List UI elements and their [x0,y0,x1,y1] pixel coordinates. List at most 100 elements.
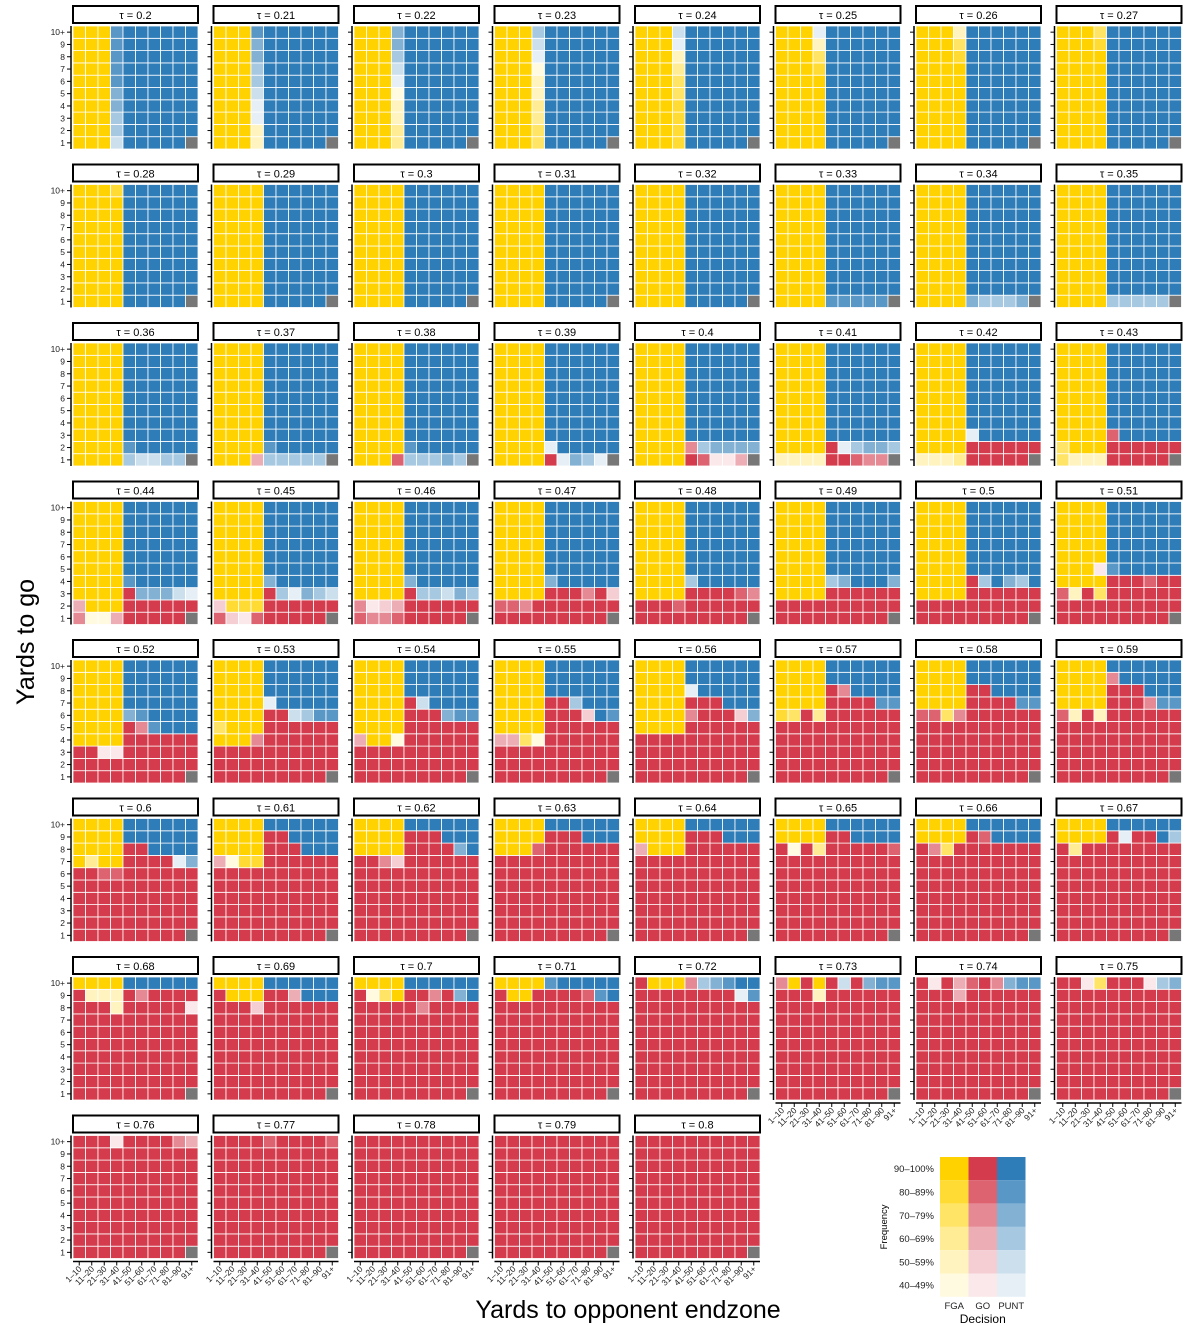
heat-cell [556,111,570,125]
heat-cell [466,25,480,39]
heat-cell [684,196,698,210]
heat-cell [862,74,876,88]
heat-cell [110,440,124,455]
panel-0.3: τ = 0.3 [348,163,480,308]
heat-cell [825,770,839,784]
heat-cell [494,684,508,698]
panel-0.21: τ = 0.21 [207,5,340,150]
heat-cell [800,294,814,308]
heat-cell [569,342,583,356]
y-axis [207,818,213,942]
heat-cell [684,220,698,235]
heat-cell [887,708,901,722]
heat-cell [122,391,136,405]
heat-cell [747,245,761,259]
heat-cell [366,184,380,198]
heat-cell [172,404,186,418]
heat-cell [250,684,264,698]
heat-cell [135,501,149,515]
heat-cell [391,25,405,39]
heat-cell [453,671,467,685]
heat-cell [825,367,839,381]
heat-cell [556,184,570,198]
heat-cell [544,25,558,39]
heat-cell [800,50,814,64]
heat-cell [1131,770,1145,784]
heat-cell [544,428,558,442]
heat-cell [862,87,876,101]
heat-cell [325,62,339,76]
heat-cell [569,184,583,198]
heat-cell [275,916,289,930]
heat-cell [1015,391,1029,405]
heat-cell [581,208,595,222]
heat-cell [887,501,901,515]
heat-cell [775,501,789,515]
heat-cell [97,111,111,125]
heat-cell [453,220,467,235]
heat-cell [519,684,533,698]
heat-cell [594,50,608,64]
heat-cell [978,574,992,588]
heat-cell [787,25,801,39]
heat-cell [416,758,430,772]
heat-cell [225,770,239,784]
heat-cell [325,599,339,613]
heat-cell [391,124,405,138]
heat-cell [787,770,801,784]
heat-cell [1156,50,1170,64]
heat-cell [850,99,864,113]
heat-cell [172,367,186,381]
heat-cell [453,562,467,576]
heat-cell [709,184,723,198]
heat-cell [172,708,186,722]
heat-cell [647,233,661,247]
heat-cell [250,867,264,881]
heat-cell [594,416,608,430]
heat-cell [1143,294,1157,308]
heat-cell [416,367,430,381]
heat-cell [775,416,789,430]
heat-cell [300,257,314,271]
heat-cell [353,745,367,759]
heat-cell [263,745,277,759]
heat-cell [275,855,289,869]
heat-cell [709,758,723,772]
heat-cell [122,501,136,515]
heat-cell [1068,184,1082,198]
panel-0.45: τ = 0.45 [207,480,340,625]
heat-cell [1093,111,1107,125]
heat-cell [353,99,367,113]
heat-cell [172,354,186,368]
heat-cell [147,830,161,844]
heat-cell [734,196,748,210]
heat-cell [672,758,686,772]
heat-cell [378,74,392,88]
heat-cell [135,611,149,625]
heat-cell [263,87,277,101]
heat-cell [928,87,942,101]
heat-cell [684,74,698,88]
heat-cell [391,671,405,685]
heat-cell [135,916,149,930]
heat-cell [1168,111,1182,125]
heat-cell [147,342,161,356]
heat-cell [544,379,558,393]
heat-cell [915,111,929,125]
heat-cell [556,513,570,527]
heat-cell [940,245,954,259]
heat-cell [581,671,595,685]
heat-cell [353,233,367,247]
heat-cell [953,538,967,552]
heat-cell [965,136,979,150]
heat-cell [594,124,608,138]
heat-cell [1131,37,1145,51]
heat-cell [403,208,417,222]
heat-cell [556,428,570,442]
heat-cell [72,62,86,76]
heat-cell [875,453,889,467]
heat-cell [1015,74,1029,88]
heat-cell [940,342,954,356]
heat-cell [1081,379,1095,393]
heat-cell [850,659,864,673]
